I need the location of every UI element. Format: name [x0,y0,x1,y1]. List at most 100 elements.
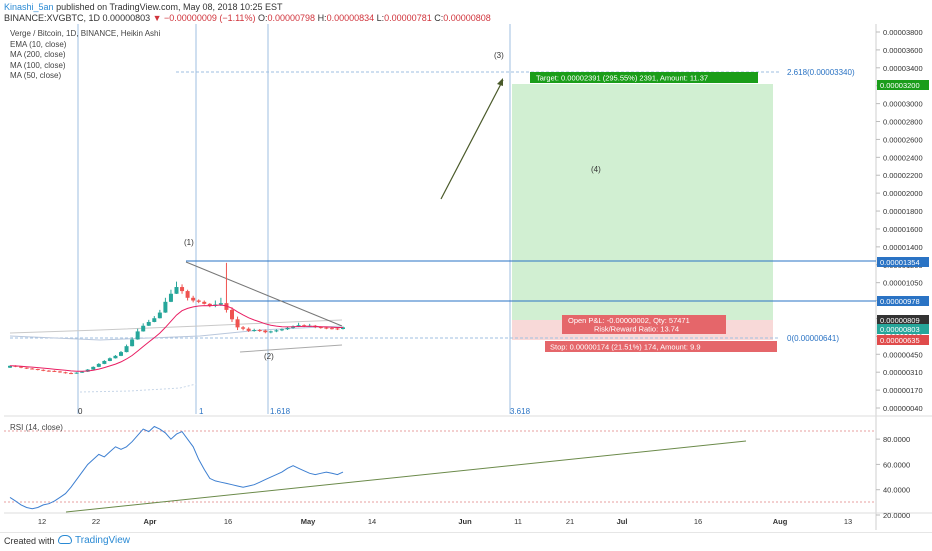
rsi-axis[interactable]: 80.0000 60.0000 40.0000 20.0000 [876,435,910,520]
last-price: 0.00000803 [102,13,151,23]
candle-body [113,355,118,359]
legend-item-ma50[interactable]: MA (50, close) [10,71,62,80]
price-tick-label: 0.00003000 [883,100,923,109]
time-axis[interactable]: 12 22 Apr 16 May 14 Jun 11 21 Jul 16 Aug 13 [38,517,852,526]
time-fib-label-1618: 1.618 [270,407,291,416]
footer-created: Created with [4,536,55,546]
wave-label-3: (3) [494,51,504,60]
candle-body [30,368,35,370]
wave-label-4: (4) [591,165,601,174]
published-text: published on TradingView.com, May 08, 20… [56,2,283,12]
time-tick-label: Jul [617,517,628,526]
author-link[interactable]: Kinashi_5an [4,2,54,12]
legend-title: Verge / Bitcoin, 1D, BINANCE, Heikin Ash… [10,29,161,38]
candle-body [57,371,62,373]
rr-label: Risk/Reward Ratio: 13.74 [594,325,679,334]
projection-arrowhead [497,78,503,86]
candle-body [341,327,345,329]
symbol-header: BINANCE:XVGBTC, 1D 0.00000803 ▼ −0.00000… [4,13,491,23]
fib-label-0: 0(0.00000641) [787,334,839,343]
close-value: 0.00000808 [443,13,491,23]
time-tick-label: 16 [694,517,702,526]
candle-body [335,328,340,330]
candle-body [74,372,79,374]
candle-body [285,327,290,330]
price-tick-label: 0.00000450 [883,350,923,359]
candle-body [96,363,101,367]
candle-body [218,303,223,305]
footer: Created with TradingView [0,532,932,551]
candle-body [207,303,212,306]
high-key: H: [317,13,327,23]
price-tick-label: 0.00002600 [883,135,923,144]
low-value: 0.00000781 [384,13,432,23]
tradingview-logo[interactable]: TradingView [58,535,130,546]
symbol-text: BINANCE:XVGBTC, 1D [4,13,101,23]
price-tick-label: 0.00001400 [883,243,923,252]
price-tick-label: 0.00003600 [883,46,923,55]
candle-body [41,369,46,371]
price-tick-label: 0.00003400 [883,64,923,73]
projection-arrow [440,79,504,200]
price-tick-label: 0.00002400 [883,153,923,162]
pnl-label: Open P&L: -0.00000002, Qty: 57471 [568,316,690,325]
price-tick-label: 0.00000170 [883,386,923,395]
time-tick-label: Aug [773,517,788,526]
candle-body [296,325,301,327]
candle-body [279,329,284,331]
candle-body [196,300,201,302]
candle-body [168,293,173,302]
wave-label-2: (2) [264,352,274,361]
time-tick-label: 16 [224,517,232,526]
candle-body [8,365,12,368]
price-tag-label: 0.00000635 [880,336,920,345]
rsi-tick-label: 60.0000 [883,460,910,469]
chart-svg[interactable]: (1) (2) (3) (4) 2.618(0.00003340) 0(0.00… [0,0,932,530]
rsi-line [9,425,344,510]
candle-body [329,328,334,330]
rsi-trend-line [65,440,747,513]
candle-body [124,346,129,353]
price-tag-box [877,296,929,306]
time-fib-label-3618: 3.618 [510,407,531,416]
target-label: Target: 0.00002391 (295.55%) 2391, Amoun… [536,74,708,83]
candle-body [180,287,185,292]
price-tag-box [877,335,929,345]
price-tag-box [877,315,929,325]
close-key: C: [434,13,444,23]
price-tag-box [877,80,929,90]
rsi-legend[interactable]: RSI (14, close) [10,423,63,432]
target-label-box [530,72,758,83]
rsi-tick-label: 40.0000 [883,486,910,495]
price-tick-label: 0.00000310 [883,368,923,377]
candle-body [202,301,207,304]
candle-body [263,330,268,333]
time-tick-label: 11 [514,517,522,526]
candle-body [318,327,323,329]
price-tag-box [877,257,929,267]
fib-label-2618: 2.618(0.00003340) [787,68,855,77]
legend-item-ma200[interactable]: MA (200, close) [10,50,66,59]
candle-body [63,372,68,374]
channel-line-upper [185,261,343,327]
candle-body [274,330,279,332]
price-tick-label: 0.00000040 [883,404,923,413]
open-value: 0.00000798 [267,13,316,23]
price-tick-label: 0.00001800 [883,207,923,216]
legend-item-ma100[interactable]: MA (100, close) [10,60,66,70]
candle-body [268,331,273,333]
price-tick-label: 0.00002200 [883,171,923,180]
price-tag-box [877,324,929,334]
candles-group [8,262,345,375]
candle-body [252,330,257,332]
publish-header: Kinashi_5an published on TradingView.com… [4,2,283,12]
price-tags-group: 0.00003200 0.00001354 0.00000978 0.00000809… [877,80,929,345]
target-zone[interactable] [512,84,773,320]
candle-body [146,321,151,326]
legend-item-ema10[interactable]: EMA (10, close) [10,39,67,49]
candle-body [157,312,162,319]
candle-body [191,297,196,301]
candle-body [152,318,157,322]
cloud-icon [58,535,72,544]
time-tick-label: 21 [566,517,574,526]
